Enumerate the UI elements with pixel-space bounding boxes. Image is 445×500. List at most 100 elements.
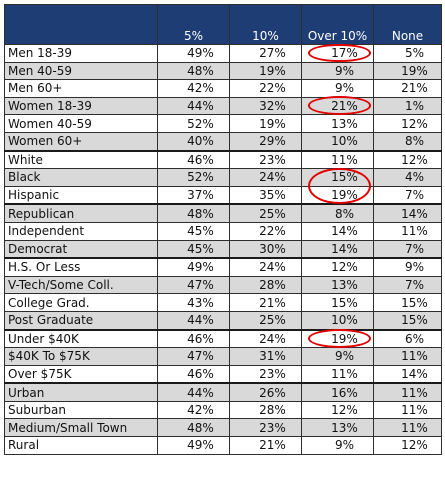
- table-cell: 25%: [229, 310, 302, 331]
- table-cell: 12%: [301, 400, 374, 420]
- table-row: Suburban 42% 28% 12% 11%: [4, 400, 442, 420]
- table-row: Republican 48% 25% 8% 14%: [4, 203, 442, 223]
- table-cell: 37%: [157, 185, 230, 205]
- header-row: 5% 10% Over 10% None: [4, 4, 442, 45]
- table-cell: 24%: [229, 328, 302, 349]
- table-cell: 12%: [373, 149, 442, 170]
- table-cell: 30%: [229, 239, 302, 259]
- table-cell: 48%: [157, 418, 230, 438]
- table-row: Under $40K 46% 24% 19% 6%: [4, 328, 442, 349]
- table-row: Men 40-59 48% 19% 9% 19%: [4, 61, 442, 81]
- table-row: Women 18-39 44% 32% 21% 1%: [4, 96, 442, 116]
- table-cell: 49%: [157, 257, 230, 277]
- table-cell: 44%: [157, 310, 230, 331]
- table-cell: 52%: [157, 168, 230, 187]
- table-cell: 45%: [157, 221, 230, 241]
- table-cell: 7%: [373, 239, 442, 259]
- table-cell: 24%: [229, 257, 302, 277]
- table-cell: 9%: [301, 61, 374, 81]
- table-cell: 12%: [373, 436, 442, 455]
- table-row: Democrat 45% 30% 14% 7%: [4, 239, 442, 259]
- table-cell: 15%: [301, 293, 374, 312]
- table-cell: 15%: [373, 310, 442, 331]
- table-cell: 16%: [301, 382, 374, 402]
- table-cell: 11%: [301, 364, 374, 384]
- row-label: Independent: [4, 221, 158, 241]
- table-cell: 26%: [229, 382, 302, 402]
- row-label: Republican: [4, 203, 158, 223]
- table-cell: 47%: [157, 275, 230, 295]
- table-cell: 42%: [157, 400, 230, 420]
- table-cell: 43%: [157, 293, 230, 312]
- table-cell: 19%: [229, 114, 302, 133]
- table-cell: 13%: [301, 275, 374, 295]
- table-cell: 45%: [157, 239, 230, 259]
- row-label: White: [4, 149, 158, 170]
- table-cell: 21%: [229, 436, 302, 455]
- table-cell: 31%: [229, 347, 302, 366]
- row-label: Women 60+: [4, 131, 158, 152]
- row-label: Urban: [4, 382, 158, 402]
- table-cell: 52%: [157, 114, 230, 133]
- row-label: V-Tech/Some Coll.: [4, 275, 158, 295]
- table-cell: 14%: [373, 364, 442, 384]
- table-row: White 46% 23% 11% 12%: [4, 149, 442, 170]
- column-header-over-10pct: Over 10%: [301, 4, 374, 45]
- table-cell: 1%: [373, 96, 442, 116]
- table-row: Rural 49% 21% 9% 12%: [4, 436, 442, 455]
- table-cell: 46%: [157, 364, 230, 384]
- table-cell: 12%: [373, 114, 442, 133]
- table-cell: 44%: [157, 382, 230, 402]
- table-row: Independent 45% 22% 14% 11%: [4, 221, 442, 241]
- table-row: Hispanic 37% 35% 19% 7%: [4, 185, 442, 205]
- row-label: Black: [4, 168, 158, 187]
- table-cell: 35%: [229, 185, 302, 205]
- table-cell: 9%: [301, 79, 374, 98]
- column-header-blank: [4, 4, 158, 45]
- table-cell: 24%: [229, 168, 302, 187]
- table-row: Women 60+ 40% 29% 10% 8%: [4, 131, 442, 152]
- table-cell: 9%: [373, 257, 442, 277]
- row-label: Under $40K: [4, 328, 158, 349]
- column-header-5pct: 5%: [157, 4, 230, 45]
- table-cell: 14%: [301, 221, 374, 241]
- table-cell: 28%: [229, 275, 302, 295]
- table-cell: 11%: [373, 221, 442, 241]
- table-row: Post Graduate 44% 25% 10% 15%: [4, 310, 442, 331]
- table-cell: 15%: [301, 168, 374, 187]
- table-body: Men 18-39 49% 27% 17% 5% Men 40-59 48% 19% 9% 19%…: [4, 44, 442, 455]
- table-cell: 14%: [373, 203, 442, 223]
- table-cell: 40%: [157, 131, 230, 152]
- table-cell: 23%: [229, 149, 302, 170]
- table-cell: 10%: [301, 131, 374, 152]
- table-cell: 11%: [373, 347, 442, 366]
- row-label: Men 60+: [4, 79, 158, 98]
- table-row: Women 40-59 52% 19% 13% 12%: [4, 114, 442, 133]
- table-row: V-Tech/Some Coll. 47% 28% 13% 7%: [4, 275, 442, 295]
- row-label: Suburban: [4, 400, 158, 420]
- row-label: Post Graduate: [4, 310, 158, 331]
- table-cell: 11%: [373, 418, 442, 438]
- row-label: Rural: [4, 436, 158, 455]
- table-cell: 11%: [301, 149, 374, 170]
- table-cell: 27%: [229, 44, 302, 63]
- table-cell: 9%: [301, 436, 374, 455]
- row-label: Democrat: [4, 239, 158, 259]
- table-cell: 7%: [373, 275, 442, 295]
- row-label: Men 40-59: [4, 61, 158, 81]
- table-cell: 47%: [157, 347, 230, 366]
- table-cell: 13%: [301, 114, 374, 133]
- table-cell: 8%: [301, 203, 374, 223]
- column-header-none: None: [373, 4, 442, 45]
- table-row: Black 52% 24% 15% 4%: [4, 168, 442, 187]
- table-cell: 17%: [301, 44, 374, 63]
- row-label: $40K To $75K: [4, 347, 158, 366]
- table-row: Men 60+ 42% 22% 9% 21%: [4, 79, 442, 98]
- table-cell: 5%: [373, 44, 442, 63]
- table-cell: 49%: [157, 44, 230, 63]
- table-cell: 42%: [157, 79, 230, 98]
- table-cell: 46%: [157, 328, 230, 349]
- table-row: Men 18-39 49% 27% 17% 5%: [4, 44, 442, 63]
- table-cell: 11%: [373, 382, 442, 402]
- table-cell: 23%: [229, 364, 302, 384]
